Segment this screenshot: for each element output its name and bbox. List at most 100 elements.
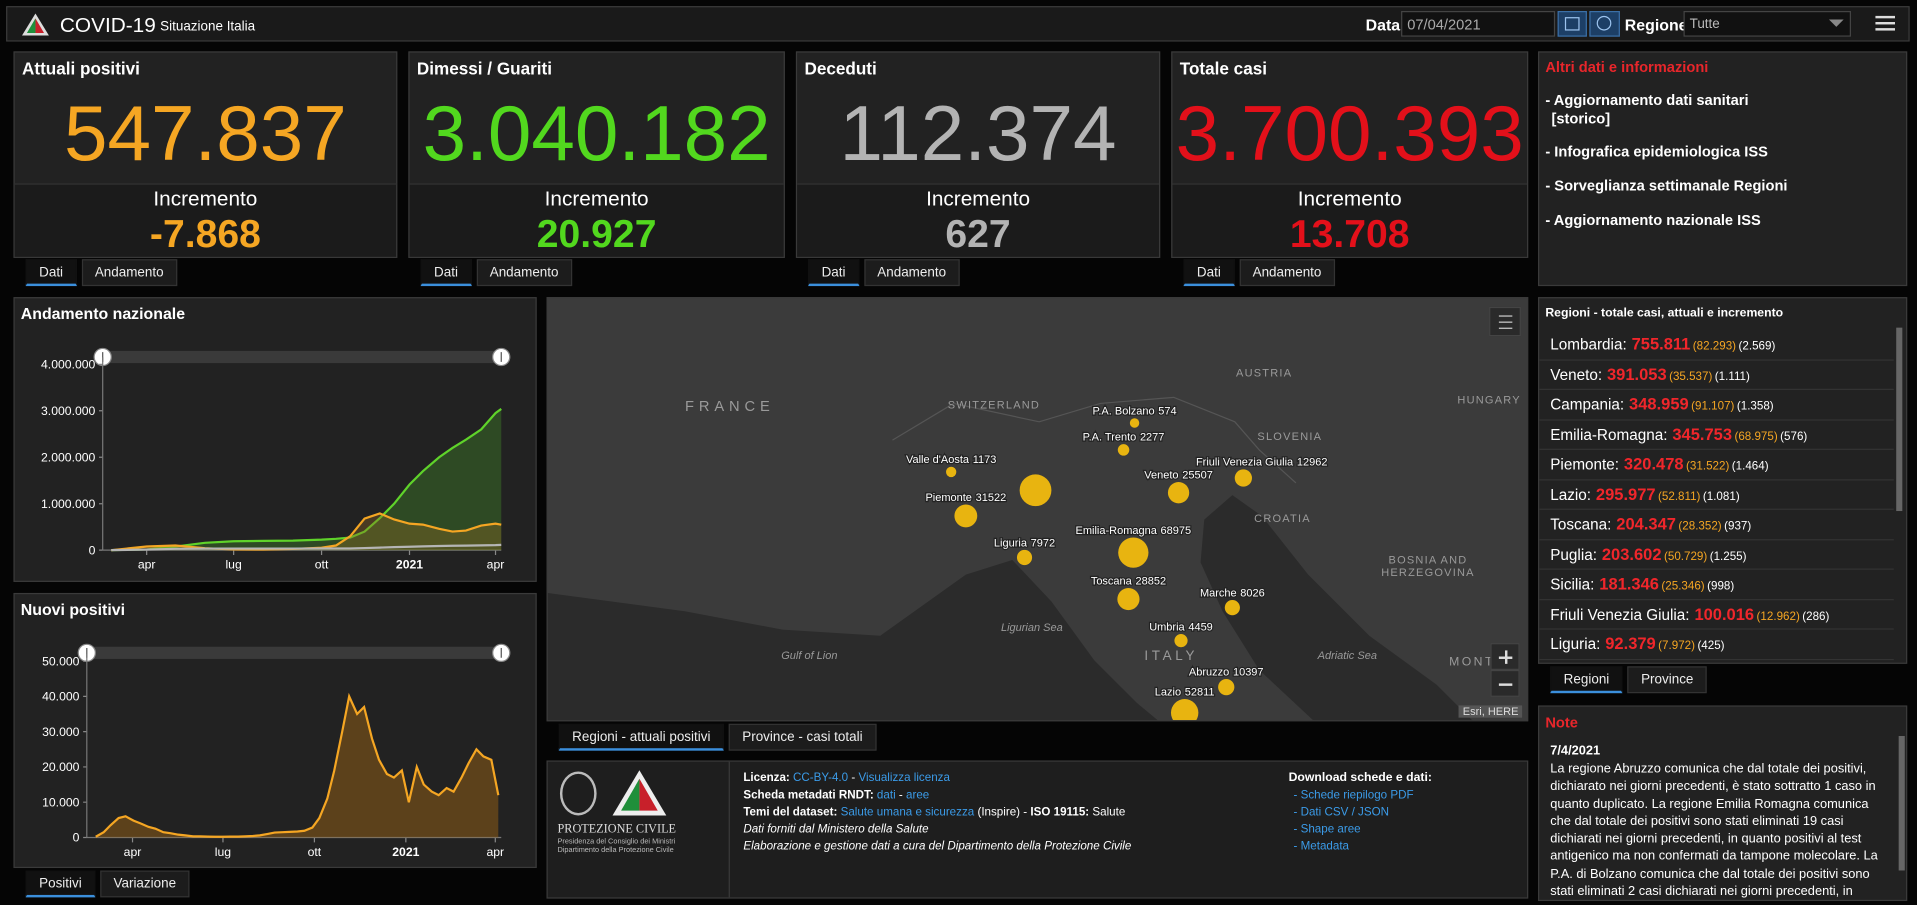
info-link[interactable]: - Infografica epidemiologica ISS (1545, 143, 1768, 161)
kpi-value: 3.700.393 (1175, 89, 1524, 178)
x-tick-label: 2021 (392, 845, 419, 859)
region-name: Sicilia: (1550, 575, 1595, 593)
tab[interactable]: Positivi (25, 870, 96, 898)
chart: 0 10.000 20.000 30.000 40.000 50.000 apr lug ott… (42, 643, 511, 859)
bubble-name: Abruzzo (1189, 666, 1229, 678)
info-link[interactable]: - Sorveglianza settimanale Regioni (1545, 177, 1788, 195)
bubble-value: 2277 (1140, 431, 1164, 443)
y-tick-label: 10.000 (42, 795, 80, 809)
download-link[interactable]: - Shape aree (1293, 822, 1361, 837)
chart-title: Nuovi positivi (20, 600, 125, 619)
tab-bar: Positivi Variazione (25, 870, 190, 898)
map-label: SWITZERLAND (947, 398, 1041, 411)
license-text: Temi del dataset: (743, 805, 838, 820)
region-increment: (2.569) (1738, 339, 1776, 354)
bubble-value: 31522 (976, 492, 1007, 504)
tab[interactable]: Andamento (81, 259, 178, 287)
tab[interactable]: Andamento (476, 259, 572, 287)
tab[interactable]: Province (1627, 666, 1707, 694)
region-total: 320.478 (1623, 454, 1684, 474)
map-canvas: P.A. Bolzano 574 P.A. Trento 2277 Valle d'Ao… (547, 396, 1472, 721)
increment-label: Incremento (926, 187, 1031, 211)
info-link-sub[interactable]: [storico] (1551, 110, 1611, 128)
tab[interactable]: Regioni (1550, 666, 1623, 694)
app-logo (22, 13, 49, 36)
increment-value: 627 (945, 211, 1011, 256)
calendar-icon (1564, 17, 1580, 31)
link[interactable]: aree (906, 788, 930, 803)
kpi-title: Totale casi (1179, 58, 1267, 79)
date-input[interactable]: 07/04/2021 (1401, 11, 1556, 37)
bubble-label: Emilia-Romagna 68975 (1076, 525, 1192, 537)
tab[interactable]: Andamento (863, 259, 960, 287)
region-select[interactable]: Tutte (1683, 11, 1851, 37)
notes-panel: Note 7/4/2021 La regione Abruzzo comunica … (1538, 705, 1908, 902)
tab[interactable]: Dati (808, 259, 859, 287)
tab[interactable]: Dati (25, 259, 77, 287)
region-total: 204.347 (1616, 514, 1676, 534)
app-title: COVID-19 (59, 13, 156, 37)
y-tick-label: 50.000 (42, 654, 80, 668)
logo-shape (26, 18, 36, 34)
clock-button[interactable] (1589, 11, 1620, 37)
tab[interactable]: Province - casi totali (728, 723, 877, 751)
region-increment: (1.255) (1709, 549, 1747, 563)
tab-bar: Regioni - attuali positivi Province - cas… (558, 723, 877, 751)
region-current: (35.537) (1669, 369, 1713, 384)
link[interactable]: dati (873, 788, 896, 803)
region-row: Friuli Venezia Giulia: 100.016 (12.962) (28… (1539, 600, 1894, 630)
map-label: Gulf of Lion (781, 649, 838, 662)
map-label: MONT (1449, 655, 1495, 670)
info-link[interactable]: - Aggiornamento nazionale ISS (1545, 211, 1761, 229)
tab[interactable]: Regioni - attuali positivi (558, 723, 724, 751)
kpi-lower: Incremento 20.927 (409, 183, 784, 257)
notes-title: Note (1545, 713, 1578, 732)
bubble-value: 28852 (1135, 575, 1166, 587)
download-link[interactable]: - Schede riepilogo PDF (1293, 788, 1414, 803)
info-title: Altri dati e informazioni (1545, 58, 1709, 76)
tab-bar: Regioni Province (1550, 666, 1707, 694)
bubble-value: 10397 (1233, 666, 1264, 678)
info-link[interactable]: - Aggiornamento dati sanitari (1545, 91, 1749, 109)
region-current: (82.293) (1692, 339, 1737, 354)
bubble-name: Lazio (1155, 686, 1181, 698)
link[interactable]: Salute umana e sicurezza (837, 805, 975, 820)
bubble-label: P.A. Trento 2277 (1083, 431, 1165, 443)
region-row: Sicilia: 181.346 (25.346) (998) (1539, 570, 1894, 600)
tab[interactable]: Variazione (100, 870, 190, 898)
sea (1200, 495, 1472, 721)
emblem (559, 771, 597, 816)
x-tick-label: apr (486, 845, 504, 859)
region-increment: (998) (1707, 579, 1735, 593)
region-increment: (286) (1802, 609, 1830, 623)
bubble-name: P.A. Bolzano (1092, 406, 1154, 418)
link[interactable]: CC-BY-4.0 (789, 771, 849, 785)
zoom-out[interactable] (1490, 669, 1520, 697)
tab[interactable]: Dati (1183, 259, 1235, 287)
bubble-value: 574 (1158, 406, 1176, 418)
header: COVID-19 Situazione Italia Data 07/04/2021 R… (6, 6, 1910, 42)
link[interactable]: Visualizza licenza (858, 771, 950, 785)
area (95, 696, 499, 838)
region-name: Lazio: (1550, 485, 1592, 504)
region-name: Emilia-Romagna: (1550, 426, 1668, 444)
map: P.A. Bolzano 574 P.A. Trento 2277 Valle d'Ao… (546, 297, 1529, 722)
tab[interactable]: Dati (420, 259, 472, 287)
bubble-label: Friuli Venezia Giulia 12962 (1196, 457, 1327, 469)
bubble-label: Piemonte 31522 (925, 492, 1006, 504)
menu-button[interactable] (1875, 15, 1895, 33)
region-total: 345.753 (1672, 424, 1733, 444)
y-tick-label: 4.000.000 (41, 358, 96, 372)
zoom-in[interactable] (1490, 643, 1520, 670)
download-link[interactable]: - Dati CSV / JSON (1293, 805, 1390, 820)
legend-button[interactable] (1489, 306, 1521, 337)
logo-shape (621, 778, 640, 811)
calendar-button[interactable] (1557, 11, 1587, 37)
download-link[interactable]: - Metadata (1293, 839, 1350, 854)
attribution: Esri, HERE (1459, 705, 1523, 718)
kpi-value: 112.374 (839, 89, 1117, 178)
bubble-value: 7972 (1031, 537, 1055, 549)
region-increment: (1.464) (1731, 459, 1769, 474)
y-tick-label: 0 (73, 831, 80, 845)
tab[interactable]: Andamento (1239, 259, 1335, 287)
